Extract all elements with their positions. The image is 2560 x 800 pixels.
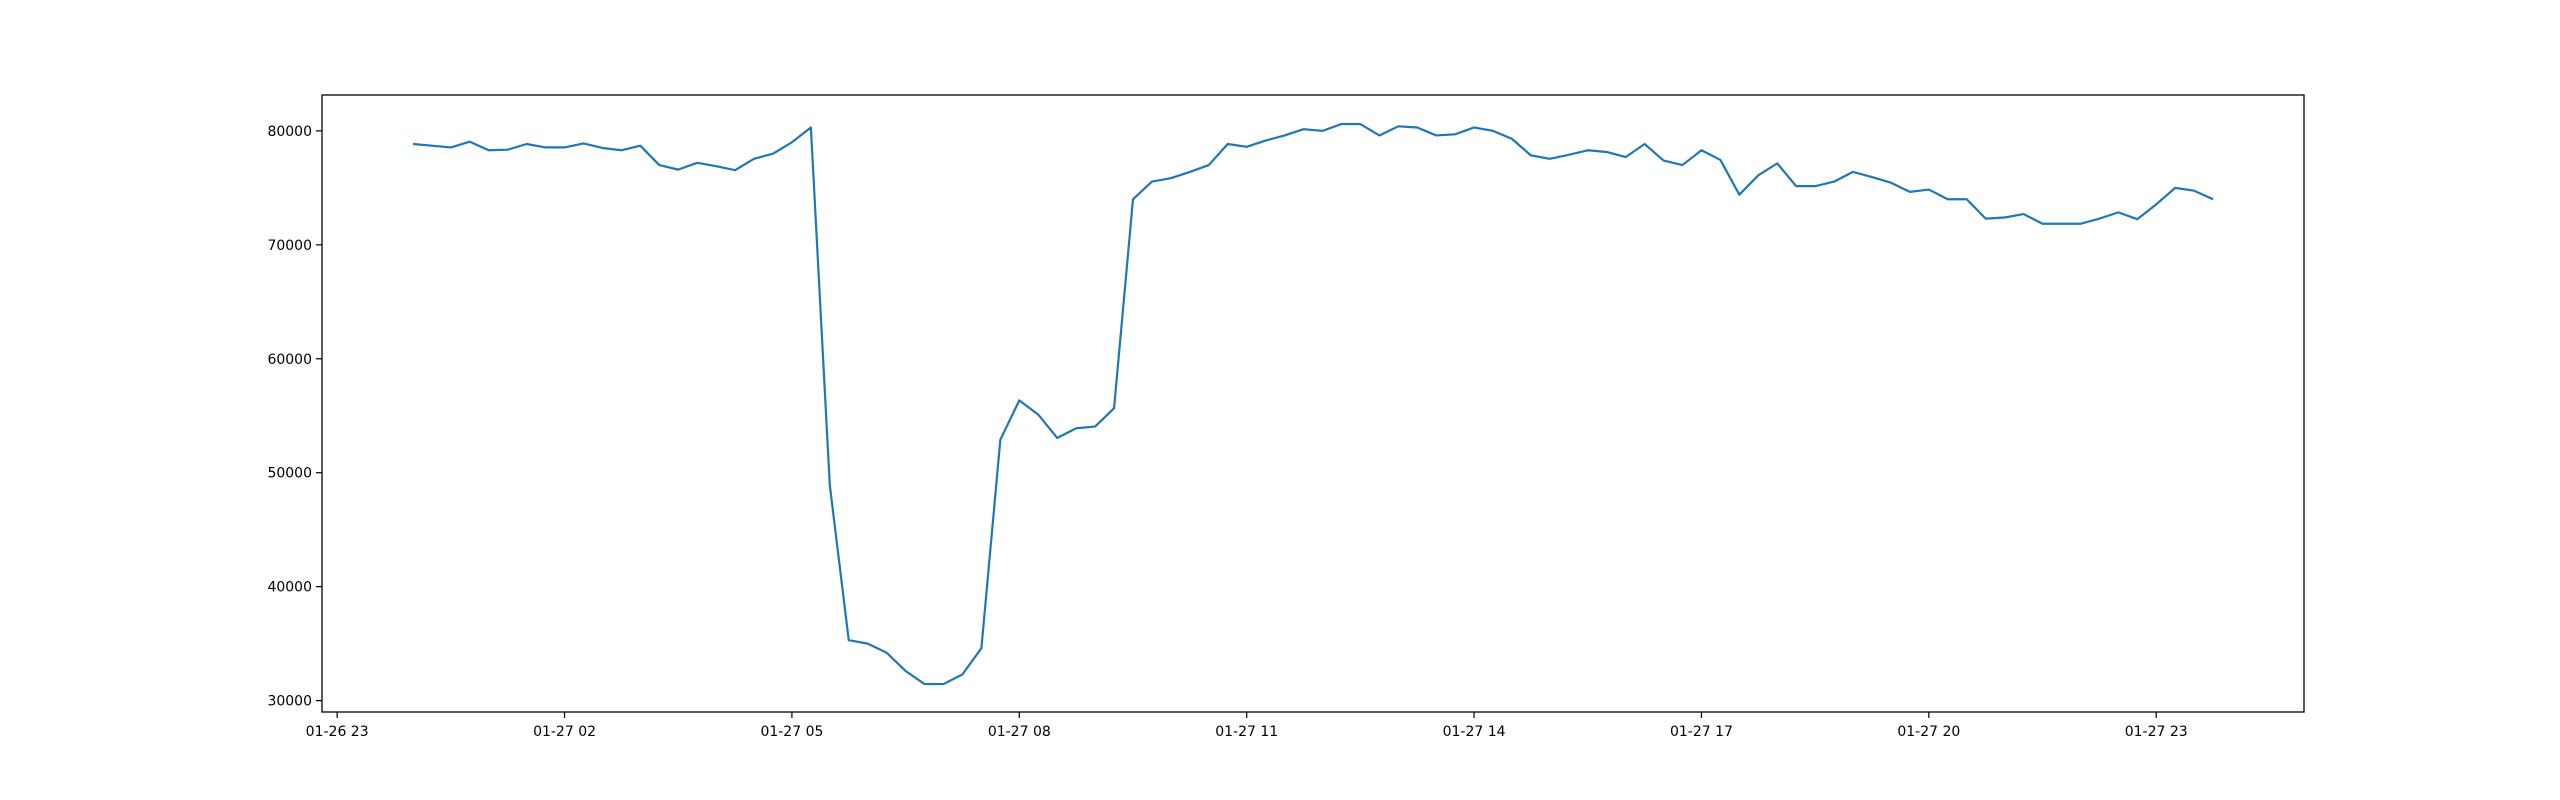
y-tick-label: 40000 (267, 580, 312, 596)
data-line (412, 122, 2214, 686)
y-tick-label: 60000 (267, 352, 312, 368)
x-tick-label: 01-27 08 (988, 724, 1051, 740)
x-tick-label: 01-26 23 (306, 724, 369, 740)
x-tick-label: 01-27 05 (760, 724, 823, 740)
x-tick-label: 01-27 23 (2125, 724, 2188, 740)
y-tick-label: 80000 (267, 124, 312, 140)
y-tick-label: 30000 (267, 694, 312, 710)
x-tick-label: 01-27 11 (1215, 724, 1278, 740)
x-tick-label: 01-27 02 (533, 724, 596, 740)
y-tick-label: 70000 (267, 238, 312, 254)
x-tick-label: 01-27 14 (1443, 724, 1506, 740)
x-tick-label: 01-27 17 (1670, 724, 1733, 740)
axes-frame (321, 94, 2305, 713)
x-tick-label: 01-27 20 (1897, 724, 1960, 740)
y-tick-label: 50000 (267, 466, 312, 482)
